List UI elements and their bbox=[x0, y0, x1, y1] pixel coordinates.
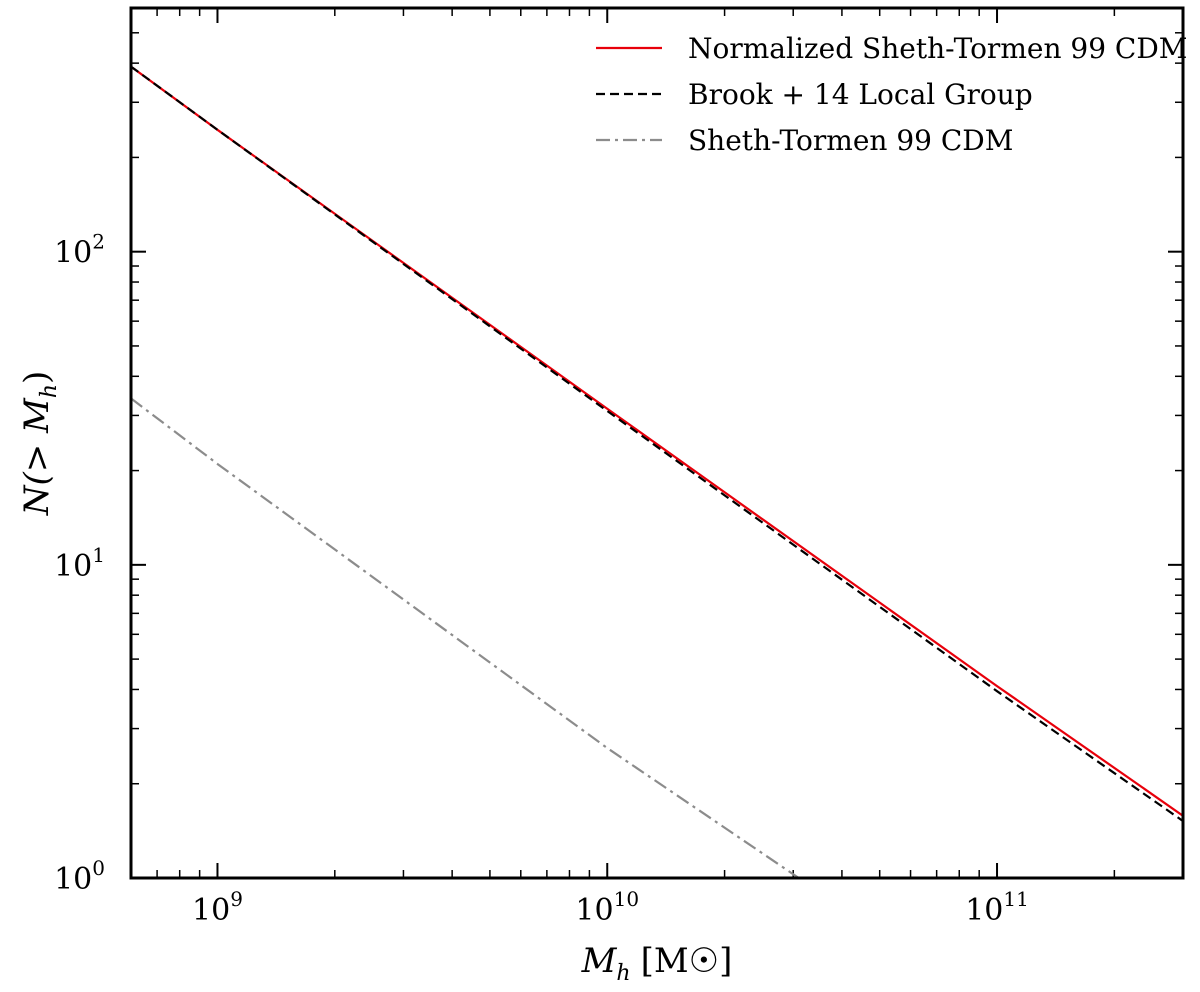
y-tick-label-exp: 2 bbox=[92, 230, 105, 254]
y-tick-label-exp: 1 bbox=[92, 543, 105, 567]
x-tick-label-exp: 10 bbox=[614, 887, 639, 911]
x-tick-label-exp: 11 bbox=[1003, 887, 1028, 911]
x-axis-label: Mh [M☉] bbox=[581, 941, 733, 986]
legend-label-1: Brook + 14 Local Group bbox=[688, 78, 1033, 111]
legend-label-2: Sheth-Tormen 99 CDM bbox=[688, 124, 1013, 157]
y-tick-label: 100 bbox=[54, 856, 105, 897]
x-tick-label-base: 10 bbox=[575, 893, 613, 928]
y-axis-label-sub: h bbox=[37, 384, 62, 398]
series-line-1 bbox=[131, 65, 1183, 822]
y-axis-label-main: N(> M bbox=[17, 397, 57, 516]
x-tick-label: 109 bbox=[192, 887, 243, 928]
y-tick-label-base: 10 bbox=[54, 862, 92, 897]
legend: Normalized Sheth-Tormen 99 CDM Brook + 14… bbox=[596, 32, 1187, 157]
series-layer bbox=[131, 65, 1183, 878]
x-axis-label-sub: h bbox=[616, 961, 630, 986]
y-axis-label: N(> Mh) bbox=[17, 371, 62, 517]
x-tick-label-base: 10 bbox=[965, 893, 1003, 928]
legend-label-0: Normalized Sheth-Tormen 99 CDM bbox=[688, 32, 1187, 65]
y-tick-label-base: 10 bbox=[54, 549, 92, 584]
x-tick-label-exp: 9 bbox=[230, 887, 243, 911]
y-tick-label: 101 bbox=[54, 543, 105, 584]
y-tick-label: 102 bbox=[54, 230, 105, 271]
series-line-2 bbox=[131, 397, 800, 878]
x-axis-label-main: M bbox=[581, 941, 618, 981]
plot-frame bbox=[129, 6, 1185, 880]
y-tick-label-exp: 0 bbox=[92, 856, 105, 880]
y-axis-label-close: ) bbox=[17, 371, 57, 384]
series-line-0 bbox=[131, 65, 1183, 817]
x-axis-label-unit: [M☉] bbox=[641, 941, 733, 981]
y-tick-label-base: 10 bbox=[54, 236, 92, 271]
x-tick-label-base: 10 bbox=[192, 893, 230, 928]
x-tick-label: 1010 bbox=[575, 887, 639, 928]
x-tick-label: 1011 bbox=[965, 887, 1029, 928]
